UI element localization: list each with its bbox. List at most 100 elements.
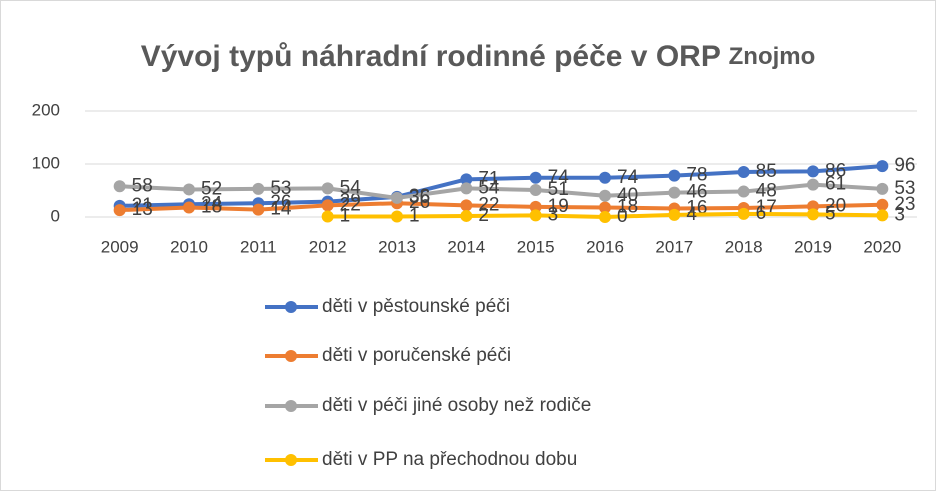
data-point	[876, 160, 889, 173]
data-point	[113, 204, 126, 217]
data-label: 19	[548, 196, 569, 217]
data-point	[668, 186, 681, 199]
data-point	[668, 208, 681, 221]
data-label: 74	[617, 167, 639, 188]
x-tick-label: 2019	[794, 237, 832, 256]
data-point	[876, 182, 889, 195]
data-label: 61	[825, 174, 846, 195]
data-point	[113, 180, 126, 193]
data-point	[876, 198, 889, 211]
data-point	[460, 209, 473, 222]
data-label: 40	[617, 185, 638, 206]
data-label: 96	[894, 155, 915, 176]
x-tick-label: 2016	[586, 237, 624, 256]
series-line	[119, 201, 883, 213]
data-point	[183, 201, 195, 214]
data-label: 13	[132, 199, 153, 220]
legend-marker	[285, 350, 297, 362]
legend-label: děti v PP na přechodnou dobu	[322, 449, 577, 470]
data-label: 2	[478, 205, 489, 226]
legend-marker	[285, 454, 297, 466]
data-label: 22	[478, 194, 499, 215]
y-tick-label: 100	[32, 153, 60, 172]
data-point	[599, 171, 611, 184]
data-point	[391, 210, 403, 223]
data-point	[529, 183, 542, 196]
y-tick-label: 200	[32, 100, 60, 119]
data-label: 1	[409, 205, 420, 226]
series-line	[119, 182, 883, 200]
x-tick-label: 2018	[725, 237, 763, 256]
data-point	[599, 211, 611, 223]
x-tick-label: 2020	[863, 237, 901, 256]
series-line	[119, 164, 883, 208]
data-label: 58	[132, 175, 153, 196]
data-point	[529, 200, 542, 213]
data-point	[321, 210, 334, 223]
data-label: 71	[478, 168, 499, 189]
data-label: 53	[894, 178, 915, 199]
data-label: 3	[894, 204, 905, 225]
data-point	[460, 173, 473, 186]
chart-title: Vývoj typů náhradní rodinné péče v ORP Z…	[141, 40, 816, 73]
x-tick-label: 2011	[240, 237, 277, 256]
legend-label: děti v poručenské péči	[322, 345, 511, 366]
data-label: 48	[756, 181, 777, 202]
data-point	[737, 207, 750, 220]
data-label: 78	[686, 165, 707, 186]
data-label: 22	[340, 194, 361, 215]
x-tick-label: 2017	[655, 237, 693, 256]
title-main: Vývoj typů náhradní rodinné péče v ORP	[141, 40, 721, 73]
legend-marker	[285, 400, 297, 412]
data-point	[668, 169, 681, 182]
data-point	[529, 209, 542, 222]
data-label: 23	[894, 194, 915, 215]
data-point	[737, 185, 750, 198]
data-label: 85	[756, 161, 777, 182]
data-point	[460, 199, 473, 212]
data-label: 4	[686, 204, 697, 225]
title-suffix: Znojmo	[729, 43, 816, 70]
data-label: 51	[548, 179, 569, 200]
data-point	[876, 209, 889, 222]
data-label: 1	[340, 205, 351, 226]
data-label: 3	[548, 204, 559, 225]
data-label: 53	[270, 178, 291, 199]
y-tick-label: 0	[51, 206, 60, 225]
data-point	[252, 203, 265, 216]
data-label: 5	[825, 203, 836, 224]
x-tick-label: 2009	[101, 237, 139, 256]
data-point	[321, 199, 334, 212]
x-tick-label: 2015	[517, 237, 555, 256]
data-label: 6	[756, 203, 767, 224]
data-point	[807, 178, 819, 191]
data-point	[183, 183, 195, 196]
x-tick-label: 2014	[447, 237, 485, 256]
data-point	[252, 182, 265, 195]
x-tick-label: 2013	[378, 237, 416, 256]
data-label: 18	[201, 196, 222, 217]
data-label: 14	[270, 199, 292, 220]
data-point	[460, 182, 473, 195]
data-label: 86	[825, 160, 846, 181]
x-tick-label: 2012	[309, 237, 347, 256]
data-point	[737, 165, 750, 178]
data-label: 54	[340, 177, 362, 198]
data-label: 20	[825, 195, 846, 216]
data-label: 36	[409, 187, 430, 208]
data-label: 46	[686, 182, 707, 203]
data-label: 0	[617, 206, 628, 227]
data-point	[321, 182, 334, 195]
data-label: 52	[201, 178, 222, 199]
data-point	[599, 201, 611, 214]
legend-label: děti v pěstounské péči	[322, 296, 510, 317]
data-point	[807, 165, 819, 178]
data-label: 54	[478, 177, 500, 198]
data-point	[391, 191, 403, 204]
data-label: 74	[548, 167, 570, 188]
data-point	[529, 171, 542, 184]
data-label: 18	[617, 196, 638, 217]
x-tick-label: 2010	[170, 237, 208, 256]
